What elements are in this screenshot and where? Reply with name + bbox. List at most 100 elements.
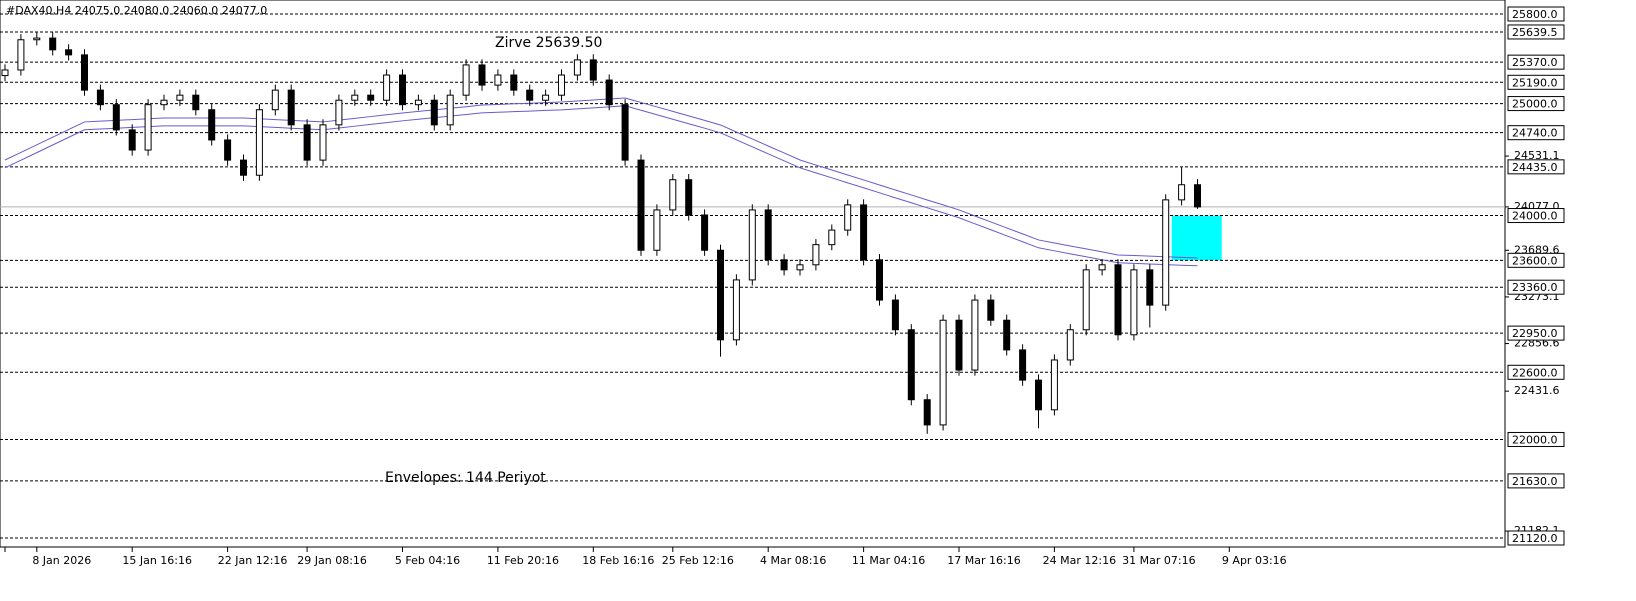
- x-tick-label: 11 Mar 04:16: [852, 554, 925, 567]
- x-tick-label: 31 Mar 07:16: [1122, 554, 1195, 567]
- zone: [1171, 215, 1222, 261]
- level-label-box: [1507, 208, 1565, 224]
- candle-body: [939, 319, 947, 426]
- level-label: 24740.0: [1512, 127, 1558, 140]
- candle-body: [796, 264, 804, 271]
- candle-body: [81, 54, 88, 91]
- candle-body: [732, 279, 740, 341]
- candle-body: [1082, 269, 1090, 331]
- candle-body: [1019, 349, 1027, 381]
- level-label: 22950.0: [1512, 327, 1558, 340]
- level-label: 21120.0: [1512, 532, 1558, 545]
- candle-body: [510, 74, 518, 91]
- candle-body: [49, 37, 57, 51]
- candle-body: [923, 399, 931, 426]
- x-tick-label: 25 Feb 12:16: [662, 554, 734, 567]
- candle-body: [701, 214, 709, 251]
- candle-body: [414, 99, 422, 106]
- level-label-box: [1507, 96, 1565, 112]
- candle-body: [1066, 329, 1074, 361]
- candle-body: [303, 124, 311, 161]
- candle-body: [287, 89, 295, 126]
- level-label: 24000.0: [1512, 210, 1558, 223]
- level-label-box: [1507, 6, 1565, 22]
- x-tick-label: 24 Mar 12:16: [1043, 554, 1116, 567]
- candle-body: [255, 109, 263, 176]
- candle-body: [1098, 264, 1106, 271]
- x-tick-label: 17 Mar 16:16: [947, 554, 1020, 567]
- candle-body: [1178, 184, 1186, 201]
- candle-body: [764, 209, 772, 261]
- envelope-line: [4, 105, 1198, 267]
- candle-body: [112, 104, 120, 131]
- candle-body: [589, 59, 597, 81]
- level-label: 22000.0: [1512, 433, 1558, 446]
- candle-body: [860, 204, 868, 261]
- level-label-box: [1507, 279, 1565, 295]
- level-label-box: [1507, 252, 1565, 268]
- candle-body: [1035, 379, 1042, 411]
- envelope-line: [4, 97, 1198, 259]
- candle-body: [844, 204, 852, 231]
- candle-body: [558, 74, 565, 96]
- x-tick-label: 22 Jan 12:16: [218, 554, 288, 567]
- level-label-box: [1507, 74, 1565, 90]
- candle-body: [971, 299, 979, 371]
- candle-body: [383, 74, 391, 101]
- candle-body: [526, 89, 534, 101]
- candle-body: [462, 64, 470, 96]
- annotation: Envelopes: 144 Periyot: [385, 470, 546, 486]
- candle-body: [1, 69, 9, 77]
- y-tick-label: 24531.1: [1514, 149, 1560, 162]
- level-label-box: [1507, 431, 1565, 447]
- level-label: 25190.0: [1512, 76, 1558, 89]
- candle-body: [637, 159, 645, 251]
- candle-body: [160, 99, 168, 106]
- candle-body: [987, 299, 995, 321]
- candle-body: [240, 159, 247, 176]
- candle-body: [955, 319, 963, 371]
- candle-body: [1003, 319, 1011, 351]
- candle-body: [1146, 269, 1154, 306]
- level-label: 21630.0: [1512, 475, 1558, 488]
- candle-body: [351, 94, 359, 101]
- candle-body: [1050, 359, 1058, 411]
- x-tick-label: 29 Jan 08:16: [297, 554, 367, 567]
- x-tick-label: 4 Mar 08:16: [760, 554, 826, 567]
- level-label-box: [1507, 54, 1565, 70]
- candle-body: [208, 109, 216, 141]
- level-label-box: [1507, 159, 1565, 175]
- candle-body: [96, 89, 104, 106]
- candle-body: [176, 94, 184, 101]
- level-label-box: [1507, 364, 1565, 380]
- candle-body: [812, 244, 820, 266]
- candle-body: [399, 74, 406, 106]
- annotation: Zirve 25639.50: [495, 35, 602, 51]
- candle-body: [907, 329, 915, 401]
- candle-body: [335, 99, 343, 126]
- x-tick-label: 11 Feb 20:16: [487, 554, 559, 567]
- level-label: 23360.0: [1512, 281, 1558, 294]
- candle-body: [748, 209, 756, 281]
- level-label: 25370.0: [1512, 56, 1558, 69]
- candle-body: [446, 94, 454, 126]
- candle-body: [192, 94, 200, 111]
- candle-body: [128, 129, 136, 151]
- candle-body: [65, 49, 73, 56]
- candle-body: [367, 94, 375, 101]
- candle-body: [828, 229, 836, 246]
- candle-body: [430, 99, 438, 126]
- candle-body: [653, 209, 661, 251]
- candle-body: [1194, 184, 1201, 208]
- candle-body: [542, 94, 550, 101]
- candle-body: [876, 259, 883, 301]
- candle-body: [780, 259, 788, 271]
- x-tick-label: 5 Feb 04:16: [395, 554, 460, 567]
- candle-body: [271, 89, 279, 111]
- level-label-box: [1507, 125, 1565, 141]
- candle-body: [17, 39, 25, 71]
- x-tick-label: 8 Jan 2026: [32, 554, 91, 567]
- x-tick-label: 15 Jan 16:16: [122, 554, 192, 567]
- level-label-box: [1507, 473, 1565, 489]
